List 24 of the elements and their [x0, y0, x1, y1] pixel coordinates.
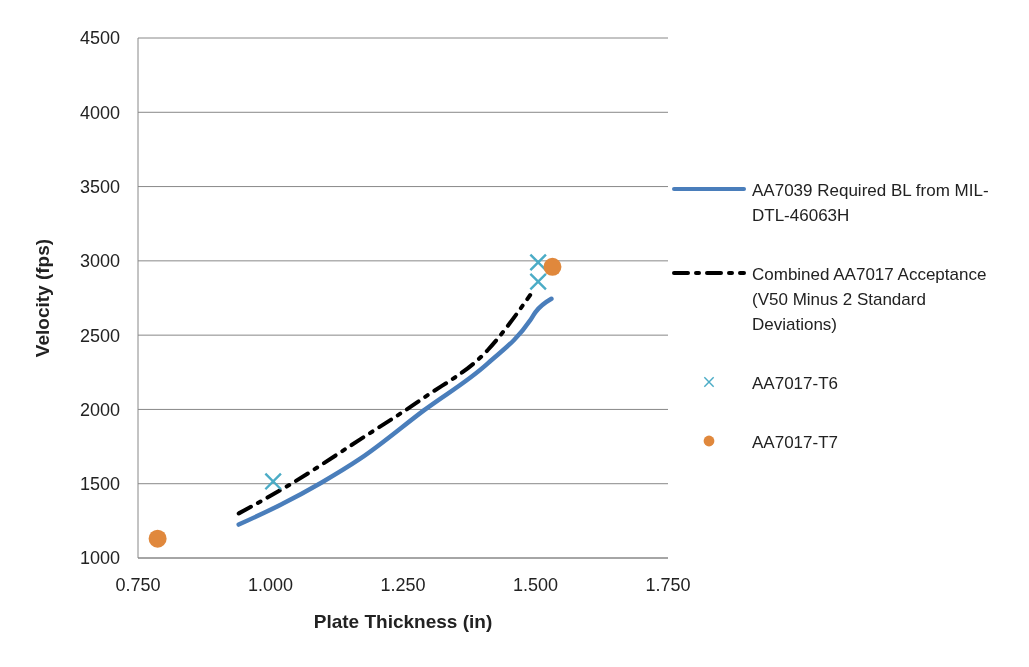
- point: [529, 253, 547, 271]
- legend-label: AA7017-T6: [752, 372, 839, 395]
- legend-label: Combined AA7017 Acceptance (V50 Minus 2 Standard Deviations): [752, 263, 988, 336]
- y-tick-label: 4500: [79, 28, 120, 49]
- point: [543, 257, 562, 276]
- y-tick-label: 1500: [79, 474, 120, 495]
- y-tick-label: 4000: [79, 102, 120, 123]
- point: [148, 529, 167, 548]
- legend-label: AA7039 Required BL from MIL-DTL-46063H: [752, 179, 990, 227]
- x-tick-label: 1.750: [645, 574, 691, 595]
- x-tick-label: 1.250: [380, 574, 426, 595]
- y-tick-label: 3000: [79, 251, 120, 272]
- y-tick-label: 2000: [79, 399, 120, 420]
- point: [264, 472, 282, 491]
- y-axis-title: Velocity (fps): [31, 238, 53, 358]
- x-axis-title: Plate Thickness (in): [313, 611, 493, 632]
- y-tick-label: 2500: [79, 325, 120, 346]
- legend-label: AA7017-T7: [752, 431, 839, 454]
- y-tick-label: 1000: [79, 548, 120, 569]
- x-tick-label: 1.500: [512, 574, 559, 595]
- x-tick-label: 1.000: [247, 574, 294, 595]
- point: [529, 273, 547, 291]
- y-tick-label: 3500: [79, 176, 120, 197]
- x-tick-label: 0.750: [115, 574, 161, 595]
